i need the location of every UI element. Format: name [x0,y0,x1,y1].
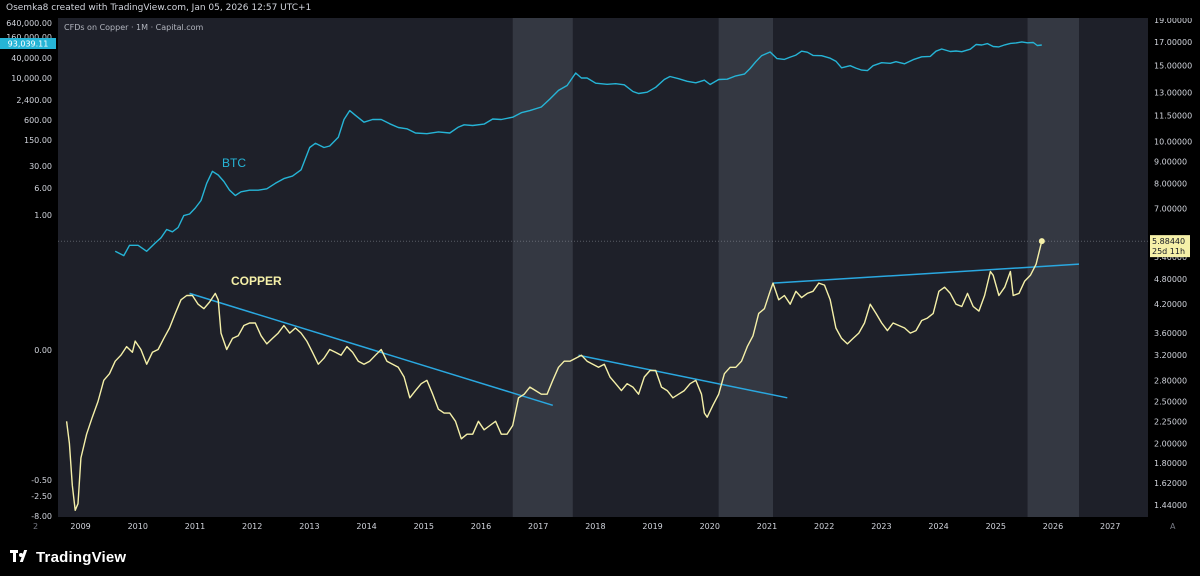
right-axis-tick-label: 15.00000 [1154,61,1192,70]
right-axis-tick-label: 4.80000 [1154,275,1187,284]
x-axis-tick-label: 2021 [757,522,777,531]
series-btc-line [114,41,1042,257]
credit-text: Osemka8 created with TradingView.com, Ja… [6,3,312,13]
x-axis-right-marker: A [1170,522,1176,531]
copper-annotation: COPPER [231,274,282,288]
right-axis-tick-label: 1.80000 [1154,459,1187,468]
right-axis-tick-label: 9.00000 [1154,157,1187,166]
plot-area [58,18,1148,517]
series-copper-line [65,240,1043,511]
left-axis-tick-label: 40,000.00 [11,54,52,63]
x-axis-tick-label: 2023 [871,522,891,531]
x-axis-tick-label: 2014 [356,522,376,531]
x-axis-tick-label: 2013 [299,522,319,531]
x-axis-tick-label: 2010 [128,522,148,531]
left-axis-tick-label: 6.00 [34,184,52,193]
x-axis-tick-label: 2011 [185,522,205,531]
highlight-band [718,18,773,517]
copper-price-tag-countdown: 25d 11h [1152,247,1185,256]
right-axis-tick-label: 2.50000 [1154,398,1187,407]
x-axis-tick-label: 2027 [1100,522,1120,531]
left-axis-tick-label: 30.00 [29,162,52,171]
right-axis-tick-label: 17.00000 [1154,38,1192,47]
right-axis-tick-label: 2.80000 [1154,376,1187,385]
top-credit-bar: Osemka8 created with TradingView.com, Ja… [0,0,1200,18]
chart[interactable]: CFDs on Copper · 1M · Capital.com 640,000… [0,18,1200,538]
x-axis-tick-label: 2020 [700,522,720,531]
left-axis-tick-label: 150.00 [24,136,52,145]
left-axis-tick-label: 640,000.00 [6,19,52,28]
x-axis-tick-label: 2015 [414,522,434,531]
left-axis-tick-label: 2,400.00 [16,96,52,105]
left-axis-tick-label: 10,000.00 [11,74,52,83]
highlight-band [512,18,573,517]
trendline [578,354,788,399]
trendline [189,292,554,407]
x-axis: 2009 2010 2011 2012 2013 2014 2015 2016 2017 2018… [70,522,1120,531]
right-axis-tick-label: 11.50000 [1154,111,1192,120]
right-axis-tick-label: 5.40000 [1154,253,1187,262]
right-axis-tick-label: 2.25000 [1154,417,1187,426]
copper-last-point [1038,238,1045,245]
right-axis-tick-label: 19.00000 [1154,18,1192,25]
right-axis-tick-label: 1.62000 [1154,479,1187,488]
chart-title: CFDs on Copper · 1M · Capital.com [64,23,204,32]
right-axis-tick-label: 7.00000 [1154,204,1187,213]
right-axis-tick-label: 1.44000 [1154,501,1187,510]
btc-annotation: BTC [222,156,246,170]
right-axis-tick-label: 10.00000 [1154,138,1192,147]
x-axis-tick-label: 2017 [528,522,548,531]
tradingview-logo[interactable]: TradingView [10,548,126,566]
right-axis-tick-label: 4.20000 [1154,300,1187,309]
right-axis-tick-label: 3.60000 [1154,329,1187,338]
x-axis-tick-label: 2024 [928,522,948,531]
tradingview-logo-icon [10,550,30,564]
left-axis-tick-label: -2.50 [31,492,52,501]
tradingview-logo-text: TradingView [36,548,127,566]
copper-price-tag [1150,235,1190,258]
trendline [772,263,1080,284]
x-axis-tick-label: 2019 [642,522,662,531]
left-axis-tick-label: 160,000.00 [6,33,52,42]
left-axis-tick-label: -0.50 [31,476,52,485]
x-axis-tick-label: 2016 [471,522,491,531]
left-axis-tick-label: 600.00 [24,116,52,125]
left-axis-tick-label: 0.00 [34,346,52,355]
footer-bar [0,538,1200,576]
btc-price-tag [0,38,56,49]
x-axis-left-marker: 2 [33,522,38,531]
x-axis-tick-label: 2018 [585,522,605,531]
x-axis-tick-label: 2025 [986,522,1006,531]
x-axis-tick-label: 2026 [1043,522,1063,531]
right-axis-tick-label: 8.00000 [1154,179,1187,188]
left-axis-tick-label: 1.00 [34,211,52,220]
right-axis-tick-label: 2.00000 [1154,439,1187,448]
copper-price-tag-value: 5.88440 [1152,237,1185,246]
btc-price-tag-label: 93,039.11 [8,40,49,49]
right-axis-tick-label: 13.00000 [1154,88,1192,97]
x-axis-tick-label: 2012 [242,522,262,531]
left-axis-tick-label: -8.00 [31,512,52,521]
right-axis-tick-label: 3.20000 [1154,351,1187,360]
x-axis-tick-label: 2009 [70,522,90,531]
x-axis-tick-label: 2022 [814,522,834,531]
